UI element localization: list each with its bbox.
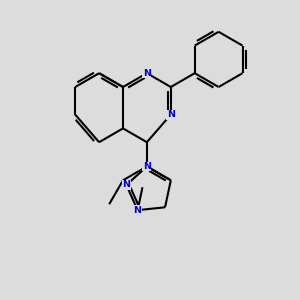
Text: N: N <box>143 69 151 78</box>
Text: N: N <box>143 162 151 171</box>
Text: N: N <box>122 181 130 190</box>
Text: N: N <box>134 206 142 215</box>
Text: N: N <box>167 110 175 119</box>
